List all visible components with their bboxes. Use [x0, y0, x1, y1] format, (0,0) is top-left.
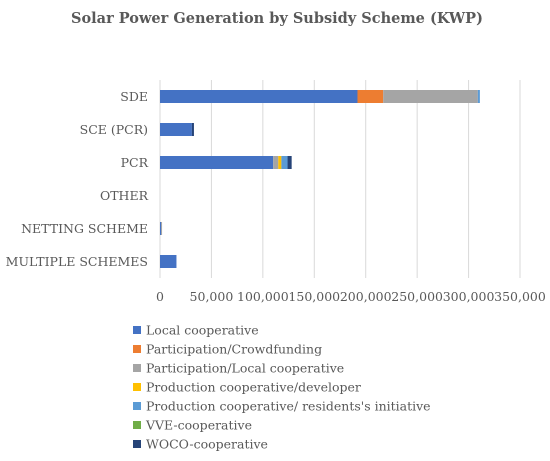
legend-swatch — [133, 345, 141, 353]
x-tick-label: 100,000 — [237, 289, 289, 304]
legend-swatch — [133, 421, 141, 429]
bar-segment — [357, 90, 384, 103]
x-tick-label: 200,000 — [340, 289, 392, 304]
bar-segment — [160, 123, 192, 136]
x-tick-label: 50,000 — [190, 289, 234, 304]
legend-swatch — [133, 326, 141, 334]
gridlines — [159, 80, 521, 278]
x-tick-label: 300,000 — [443, 289, 495, 304]
legend-label: Participation/Crowdfunding — [146, 342, 322, 357]
legend-label: Production cooperative/ residents's init… — [146, 399, 431, 414]
legend-label: Participation/Local cooperative — [146, 361, 344, 376]
bar-segment — [160, 222, 162, 235]
category-label: SCE (PCR) — [80, 122, 148, 137]
x-tick-label: 250,000 — [391, 289, 443, 304]
legend-swatch — [133, 364, 141, 372]
category-label: SDE — [120, 89, 148, 104]
x-tick-labels: 0 50,000 100,000 150,000 200,000 250,000 300,0… — [156, 289, 546, 304]
legend-swatch — [133, 383, 141, 391]
legend-swatch — [133, 440, 141, 448]
bar-segment — [161, 222, 163, 235]
bar-segment — [281, 156, 288, 169]
x-tick-label: 150,000 — [288, 289, 340, 304]
legend: Local cooperative Participation/Crowdfund… — [133, 323, 431, 452]
x-tick-label: 0 — [156, 289, 164, 304]
legend-swatch — [133, 402, 141, 410]
bars — [160, 90, 480, 268]
legend-label: VVE-cooperative — [145, 418, 252, 433]
category-label: MULTIPLE SCHEMES — [6, 254, 148, 269]
category-label: OTHER — [100, 188, 149, 203]
legend-label: WOCO-cooperative — [146, 437, 268, 452]
bar-segment — [160, 255, 177, 268]
x-tick-label: 350,000 — [494, 289, 546, 304]
chart-title: Solar Power Generation by Subsidy Scheme… — [71, 10, 483, 27]
bar-segment — [278, 156, 282, 169]
legend-label: Local cooperative — [146, 323, 259, 338]
bar-segment — [273, 156, 279, 169]
bar-segment — [160, 156, 274, 169]
legend-label: Production cooperative/developer — [146, 380, 361, 395]
bar-segment — [160, 90, 358, 103]
bar-segment — [191, 123, 194, 136]
bar-segment — [383, 90, 478, 103]
bar-segment — [477, 90, 480, 103]
category-label: NETTING SCHEME — [21, 221, 148, 236]
bar-segment — [287, 156, 292, 169]
category-labels: SDE SCE (PCR) PCR OTHER NETTING SCHEME MULTIP… — [6, 89, 149, 269]
category-label: PCR — [121, 155, 149, 170]
